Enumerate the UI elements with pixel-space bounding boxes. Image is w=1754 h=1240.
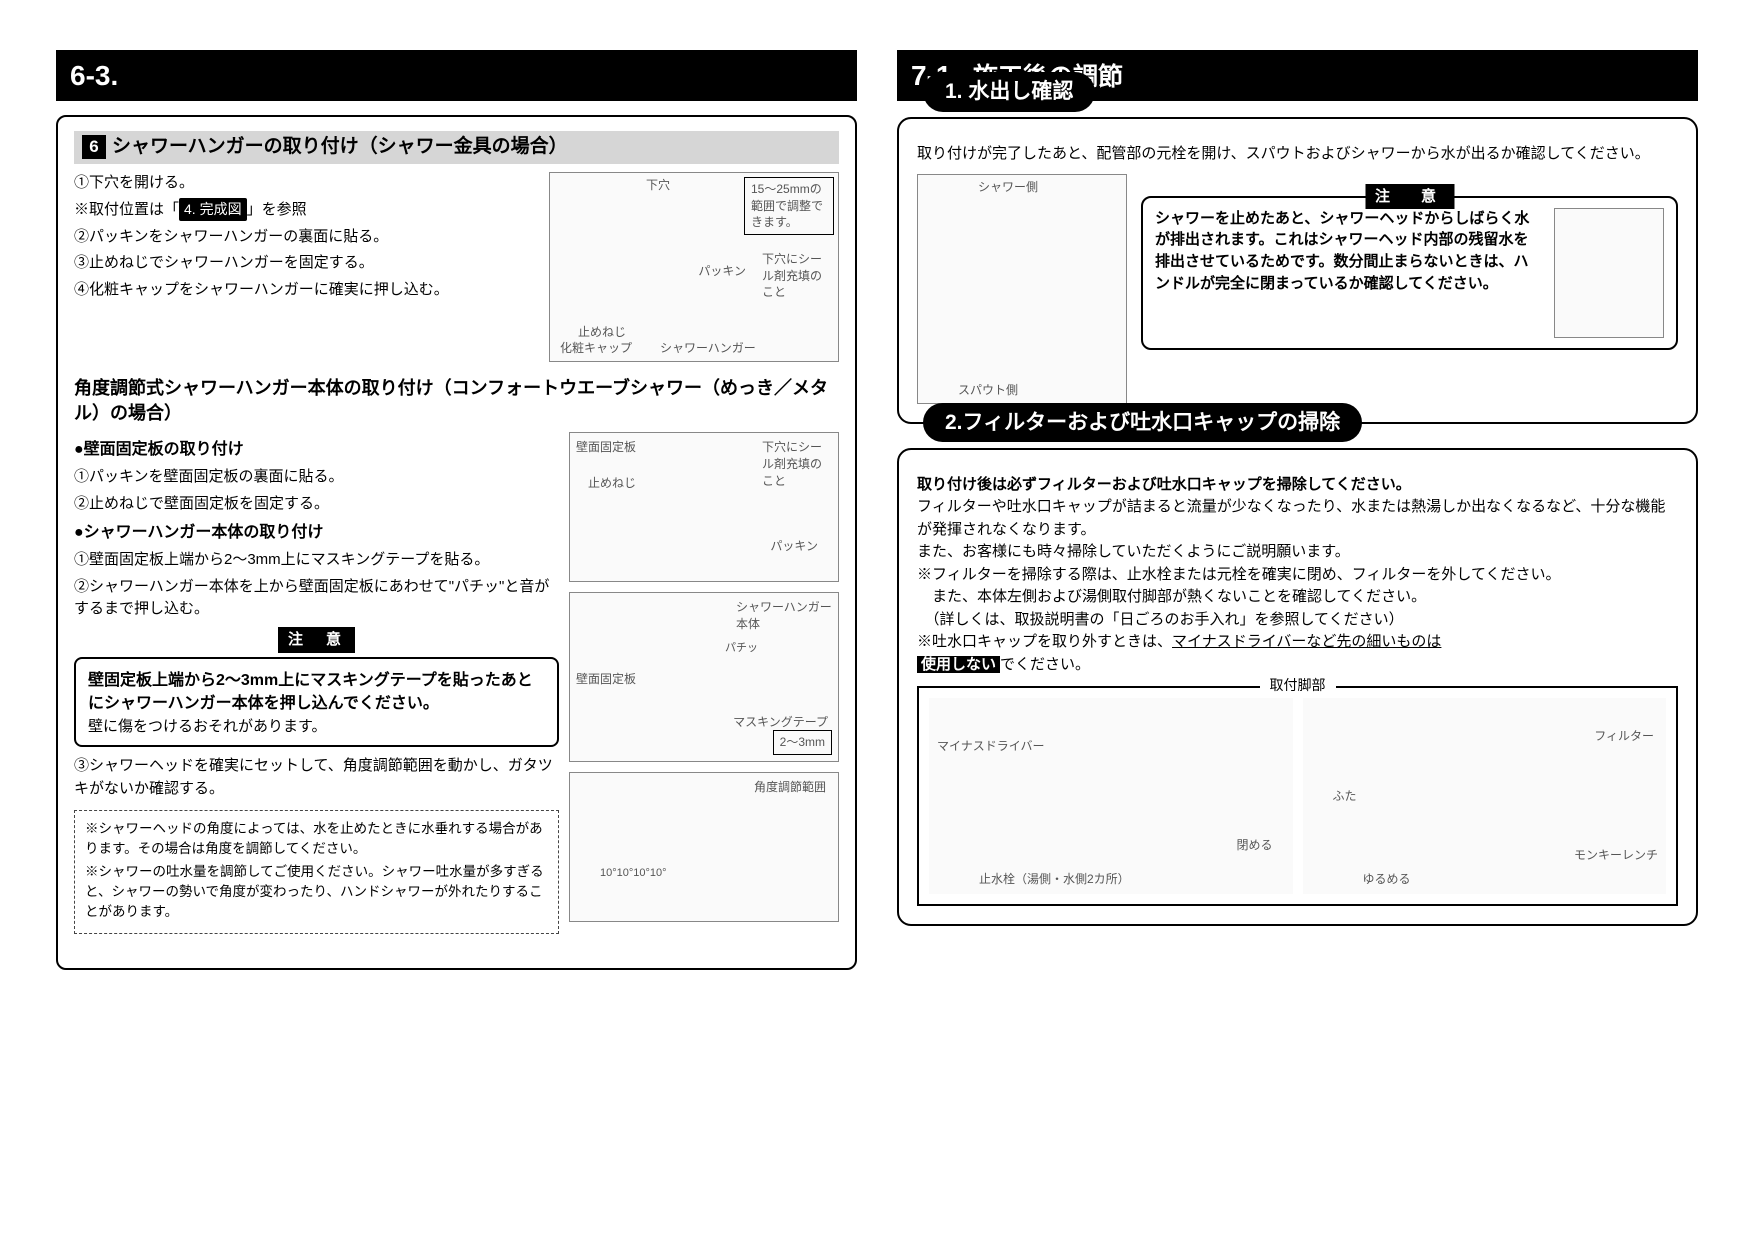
- ref-badge: 4. 完成図: [179, 198, 247, 221]
- fig-hanger-body: 壁面固定板 シャワーハンガー本体 マスキングテープ 2～3mm パチッ: [569, 592, 839, 762]
- note-2: ※シャワーの吐水量を調節してご使用ください。シャワー吐水量が多すぎると、シャワー…: [85, 862, 548, 921]
- section-1: 1. 水出し確認 取り付けが完了したあと、配管部の元栓を開け、スパウトおよびシャ…: [897, 117, 1698, 424]
- step6-num: 6: [82, 135, 106, 159]
- fig-plate: 壁面固定板 止めねじ 下穴にシール剤充填のこと パッキン: [569, 432, 839, 582]
- sec2-p3: ※フィルターを掃除する際は、止水栓または元栓を確実に閉め、フィルターを外してくだ…: [917, 564, 1678, 587]
- manual-page: 6-3. 6 シャワーハンガーの取り付け（シャワー金具の場合） ①下穴を開ける。 …: [56, 50, 1698, 970]
- fig1-callout: 15～25mmの範囲で調整できます。: [744, 177, 834, 235]
- fig-angle: 角度調節範囲 10°10°10°10°: [569, 772, 839, 922]
- fig-filter-left: マイナスドライバー 止水栓（湯側・水側2カ所） 閉める: [929, 698, 1293, 894]
- fig-faucet: シャワー側 スパウト側: [917, 174, 1127, 404]
- sec2-p2: また、お客様にも時々掃除していただくようにご説明願います。: [917, 541, 1678, 564]
- sec2-p6: ※吐水口キャップを取り外すときは、マイナスドライバーなど先の細いものは 使用しな…: [917, 631, 1678, 676]
- step6-header: 6 シャワーハンガーの取り付け（シャワー金具の場合）: [74, 131, 839, 164]
- sec2-p4: また、本体左側および湯側取付脚部が熱くないことを確認してください。: [917, 586, 1678, 609]
- caution-bold: 壁固定板上端から2～3mm上にマスキングテープを貼ったあとにシャワーハンガー本体…: [88, 672, 533, 712]
- page-header-left: 6-3.: [56, 50, 857, 101]
- step6-i1: ①下穴を開ける。: [74, 172, 539, 195]
- fig-filter-right: フィルター ふた モンキーレンチ ゆるめる: [1303, 698, 1667, 894]
- sec2-lead: 取り付け後は必ずフィルターおよび吐水口キャップを掃除してください。: [917, 474, 1678, 497]
- step6-title: シャワーハンガーの取り付け（シャワー金具の場合）: [112, 136, 568, 157]
- step6-row1: ①下穴を開ける。 ※取付位置は「4. 完成図」を参照 ②パッキンをシャワーハンガ…: [74, 172, 839, 362]
- fig-filter-title: 取付脚部: [1260, 676, 1336, 696]
- caution-badge-2: 注 意: [1365, 184, 1454, 209]
- caution-rest: 壁に傷をつけるおそれがあります。: [88, 718, 327, 735]
- section-2: 2.フィルターおよび吐水口キャップの掃除 取り付け後は必ずフィルターおよび吐水口…: [897, 448, 1698, 927]
- part-a-2: ②止めねじで壁面固定板を固定する。: [74, 493, 559, 516]
- part-b-3: ③シャワーヘッドを確実にセットして、角度調節範囲を動かし、ガタツキがないか確認す…: [74, 755, 559, 800]
- sec1-pill: 1. 水出し確認: [923, 72, 1095, 111]
- step6-subheading: 角度調節式シャワーハンガー本体の取り付け（コンフォートウエーブシャワー（めっき／…: [74, 376, 839, 426]
- step6-part-a-b: ●壁面固定板の取り付け ①パッキンを壁面固定板の裏面に貼る。 ②止めねじで壁面固…: [74, 432, 559, 934]
- step6-i3: ③止めねじでシャワーハンガーを固定する。: [74, 252, 539, 275]
- fig-shower-head: [1554, 208, 1664, 338]
- step6-i4: ④化粧キャップをシャワーハンガーに確実に押し込む。: [74, 279, 539, 302]
- note-box-1: ※シャワーヘッドの角度によっては、水を止めたときに水垂れする場合があります。その…: [74, 810, 559, 934]
- sec2-p1: フィルターや吐水口キャップが詰まると流量が少なくなったり、水または熱湯しか出なく…: [917, 496, 1678, 541]
- part-b-1: ①壁面固定板上端から2～3mm上にマスキングテープを貼る。: [74, 549, 559, 572]
- sec1-caution-text: シャワーを止めたあと、シャワーヘッドからしばらく水が排出されます。これはシャワー…: [1155, 208, 1542, 338]
- sec2-pill: 2.フィルターおよび吐水口キャップの掃除: [923, 403, 1362, 442]
- page-num-left: 6-3.: [70, 60, 118, 91]
- part-a-1: ①パッキンを壁面固定板の裏面に貼る。: [74, 466, 559, 489]
- part-b-2: ②シャワーハンガー本体を上から壁面固定板にあわせて"パチッ"と音がするまで押し込…: [74, 576, 559, 621]
- caution-box-1: 壁固定板上端から2～3mm上にマスキングテープを貼ったあとにシャワーハンガー本体…: [74, 657, 559, 747]
- left-column: 6-3. 6 シャワーハンガーの取り付け（シャワー金具の場合） ①下穴を開ける。 …: [56, 50, 857, 970]
- step6-instructions: ①下穴を開ける。 ※取付位置は「4. 完成図」を参照 ②パッキンをシャワーハンガ…: [74, 172, 539, 362]
- fig-filter: 取付脚部 マイナスドライバー 止水栓（湯側・水側2カ所） 閉める フィルター ふ…: [917, 686, 1678, 906]
- left-body: 6 シャワーハンガーの取り付け（シャワー金具の場合） ①下穴を開ける。 ※取付位置…: [56, 115, 857, 970]
- sec2-p5: （詳しくは、取扱説明書の「日ごろのお手入れ」を参照してください）: [917, 609, 1678, 632]
- fig-hanger-1: 下穴 15～25mmの範囲で調整できます。 パッキン 下穴にシール剤充填のこと …: [549, 172, 839, 362]
- right-column: 7-1. 施工後の調節 1. 水出し確認 取り付けが完了したあと、配管部の元栓を…: [897, 50, 1698, 970]
- part-a-head: ●壁面固定板の取り付け: [74, 438, 559, 462]
- sec1-caution: 注 意 シャワーを止めたあと、シャワーヘッドからしばらく水が排出されます。これは…: [1141, 196, 1678, 350]
- sec2-inverse: 使用しない: [917, 656, 1000, 673]
- step6-row2: ●壁面固定板の取り付け ①パッキンを壁面固定板の裏面に貼る。 ②止めねじで壁面固…: [74, 432, 839, 934]
- sec1-body: 取り付けが完了したあと、配管部の元栓を開け、スパウトおよびシャワーから水が出るか…: [917, 143, 1678, 166]
- step6-ref: ※取付位置は「4. 完成図」を参照: [74, 198, 539, 222]
- caution-badge-1: 注 意: [278, 627, 355, 654]
- step6-i2: ②パッキンをシャワーハンガーの裏面に貼る。: [74, 226, 539, 249]
- part-b-head: ●シャワーハンガー本体の取り付け: [74, 521, 559, 545]
- note-1: ※シャワーヘッドの角度によっては、水を止めたときに水垂れする場合があります。その…: [85, 819, 548, 858]
